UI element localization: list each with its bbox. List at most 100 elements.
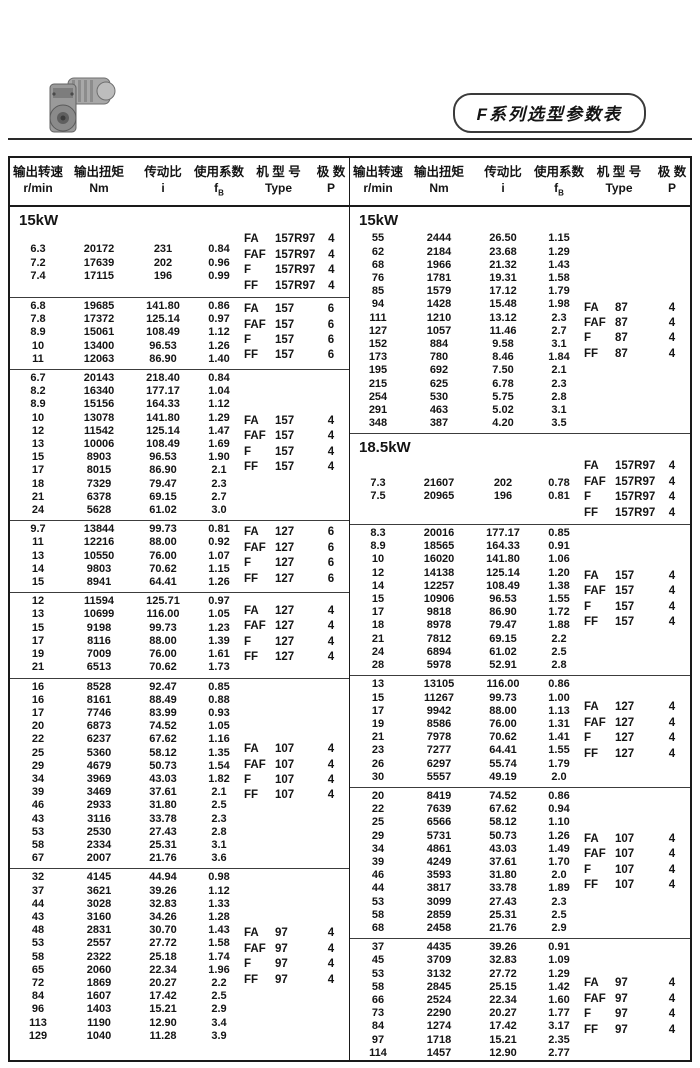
poles-value: 6 (327, 334, 335, 347)
type-size: 157 (275, 445, 295, 458)
type-row: FF 157 4 (584, 615, 688, 630)
ratio-value: 70.62 (149, 661, 177, 674)
type-row: FAF 97 4 (584, 992, 688, 1007)
poles-value: 4 (327, 651, 335, 664)
poles-value: 4 (327, 635, 335, 648)
table-row: 14 9803 70.62 1.15 (10, 563, 244, 576)
type-prefix: FF (244, 572, 259, 585)
ratio-value: 70.62 (149, 562, 177, 575)
speed-value: 34 (31, 772, 45, 785)
torque-value: 3132 (426, 967, 452, 980)
table-row: 24 5628 61.02 3.0 (10, 504, 244, 517)
table-row: 68 1966 21.32 1.43 (350, 259, 584, 272)
service-factor-value: 2.35 (548, 1033, 570, 1046)
speed-value: 15 (31, 621, 45, 634)
ratio-value: 164.33 (146, 398, 180, 411)
type-prefix: FAF (584, 317, 606, 329)
poles-value: 4 (668, 701, 676, 714)
service-factor-value: 1.79 (548, 285, 570, 298)
speed-value: 21 (371, 632, 385, 645)
type-size: 107 (275, 789, 295, 802)
poles-value: 4 (668, 992, 676, 1005)
col-unit-ratio: i (161, 181, 165, 195)
table-row: 17 8116 88.00 1.39 (10, 635, 244, 648)
ratio-value: 88.49 (149, 693, 177, 706)
type-row: FF 157R97 4 (244, 279, 347, 294)
service-factor-value: 1.33 (208, 897, 230, 910)
service-factor-value: 0.94 (548, 803, 570, 816)
table-row: 7.2 17639 202 0.96 (10, 257, 244, 270)
ratio-value: 196 (493, 490, 513, 503)
speed-value: 6.8 (30, 300, 46, 313)
type-prefix: FA (244, 743, 259, 756)
service-factor-value: 2.7 (551, 324, 567, 337)
torque-value: 8903 (86, 451, 112, 464)
type-model: FF 97 (584, 1023, 628, 1038)
service-factor-value: 2.9 (211, 1003, 227, 1016)
service-factor-value: 1.35 (208, 746, 230, 759)
ratio-value: 61.02 (489, 645, 517, 658)
ratio-value: 108.49 (486, 579, 520, 592)
table-row: 8.9 15156 164.33 1.12 (10, 398, 244, 411)
speed-value: 12 (31, 595, 45, 608)
type-row: FAF 157R97 4 (584, 475, 688, 490)
type-block: FA 127 4 FAF 127 4 F 127 4 FF 127 4 (584, 700, 690, 762)
group-body: 16 8528 92.47 0.85 16 8161 88.49 0.88 17 7746 83.9… (10, 681, 349, 866)
type-size: 157 (615, 616, 635, 629)
torque-value: 5557 (426, 770, 452, 783)
type-row: FAF 157 4 (244, 429, 347, 444)
service-factor-value: 1.40 (208, 352, 230, 365)
ratio-value: 86.90 (149, 352, 177, 365)
ratio-value: 70.62 (489, 731, 517, 744)
speed-value: 14 (371, 579, 385, 592)
table-row: 45 3709 32.83 1.09 (350, 954, 584, 967)
table-row: 72 1869 20.27 2.2 (10, 977, 244, 990)
speed-value: 20 (371, 789, 385, 802)
service-factor-value: 1.26 (208, 339, 230, 352)
speed-value: 67 (31, 852, 45, 865)
type-model: FAF 157 (244, 429, 294, 444)
table-row: 58 2322 25.18 1.74 (10, 951, 244, 964)
speed-value: 10 (371, 553, 385, 566)
parameter-group: 12 11594 125.71 0.97 13 10699 116.00 1.05 15 9198… (10, 593, 349, 679)
speed-value: 16 (31, 680, 45, 693)
service-factor-value: 2.8 (551, 659, 567, 672)
torque-value: 7978 (426, 731, 452, 744)
torque-value: 1607 (86, 990, 112, 1003)
table-row: 10 16020 141.80 1.06 (350, 553, 584, 566)
poles-value: 4 (328, 233, 335, 246)
numeric-rows: 13 13105 116.00 0.86 15 11267 99.73 1.00 17 9942 8… (350, 678, 584, 784)
speed-value: 17 (31, 706, 45, 719)
ratio-value: 27.72 (149, 937, 177, 950)
torque-value: 7746 (86, 706, 112, 719)
service-factor-value: 1.84 (548, 351, 570, 364)
speed-value: 8.2 (30, 385, 46, 398)
speed-value: 111 (369, 311, 387, 324)
col-header-speed: 输出转速 (12, 165, 63, 179)
torque-value: 7277 (426, 744, 452, 757)
speed-value: 44 (31, 897, 45, 910)
speed-value: 58 (31, 950, 45, 963)
col-unit-type: Type (264, 181, 293, 195)
speed-value: 7.5 (370, 490, 386, 503)
service-factor-value: 2.3 (551, 895, 567, 908)
table-row: 10 13078 141.80 1.29 (10, 412, 244, 425)
speed-value: 13 (31, 608, 45, 621)
numeric-rows: 20 8419 74.52 0.86 22 7639 67.62 0.94 25 6566 58.1… (350, 790, 584, 935)
table-row: 76 1781 19.31 1.58 (350, 272, 584, 285)
service-factor-value: 1.55 (548, 593, 570, 606)
table-row: 15 11267 99.73 1.00 (350, 692, 584, 705)
poles-value: 4 (327, 789, 335, 802)
poles-value: 4 (668, 460, 676, 473)
poles-value: 4 (668, 475, 676, 488)
service-factor-value: 1.88 (548, 619, 570, 632)
poles-value: 4 (327, 758, 335, 771)
ratio-value: 74.52 (489, 789, 517, 802)
parameter-group: 6.8 19685 141.80 0.86 7.8 17372 125.14 0.97 8.9 1… (10, 298, 349, 371)
ratio-value: 108.49 (146, 438, 180, 451)
ratio-value: 58.12 (149, 746, 177, 759)
speed-value: 113 (29, 1016, 47, 1029)
service-factor-value: 0.78 (548, 477, 570, 490)
type-prefix: F (584, 600, 592, 613)
speed-value: 24 (371, 645, 385, 658)
